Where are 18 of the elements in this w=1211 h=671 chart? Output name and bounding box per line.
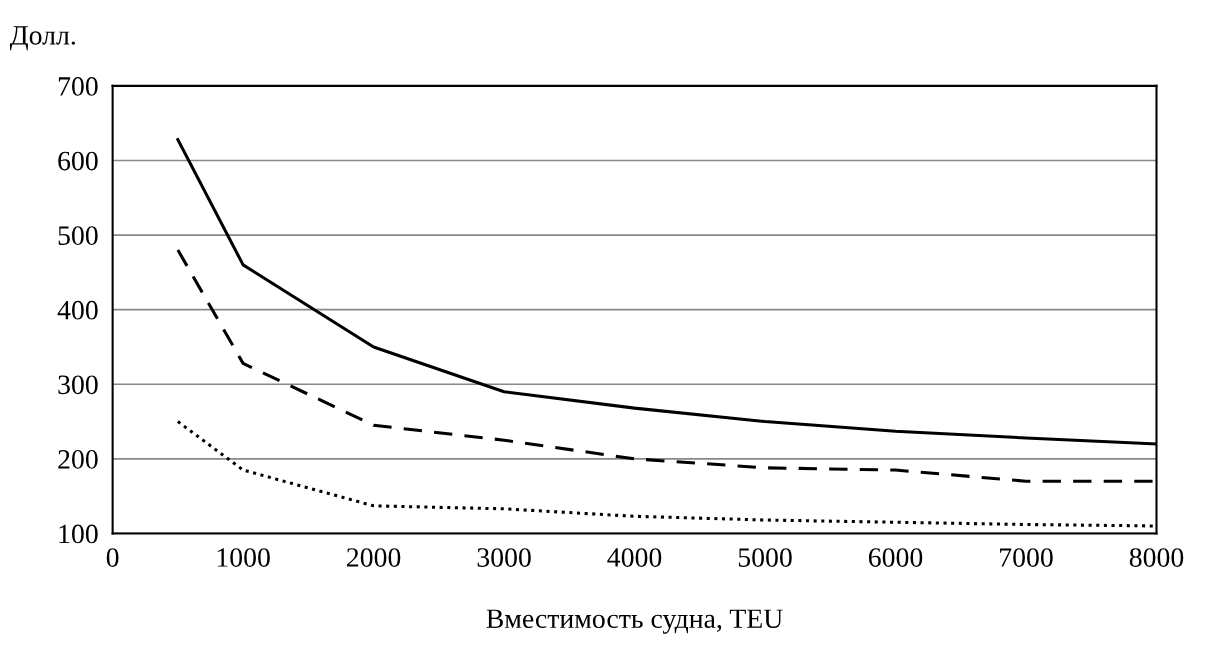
x-tick-label: 8000 [1129,548,1184,567]
y-tick-label: 100 [59,524,98,544]
y-tick-label: 400 [57,300,98,320]
y-axis-title: Долл. [9,26,75,51]
x-axis-title: Вместимость судна, TEU [486,609,783,634]
x-tick-label: 0 [106,548,119,567]
y-tick-label: 200 [58,450,98,469]
x-tick-label: 3000 [477,548,531,567]
y-tick-label: 600 [58,151,98,171]
x-tick-label: 7000 [1000,548,1053,567]
y-tick-label: 700 [58,77,98,96]
x-tick-label: 5000 [738,548,792,567]
y-tick-label: 500 [58,226,98,245]
x-tick-label: 1000 [217,548,270,567]
x-tick-label: 6000 [868,548,923,567]
x-tick-label: 4000 [607,548,662,567]
y-tick-label: 300 [58,375,98,395]
x-tick-label: 2000 [347,548,401,567]
